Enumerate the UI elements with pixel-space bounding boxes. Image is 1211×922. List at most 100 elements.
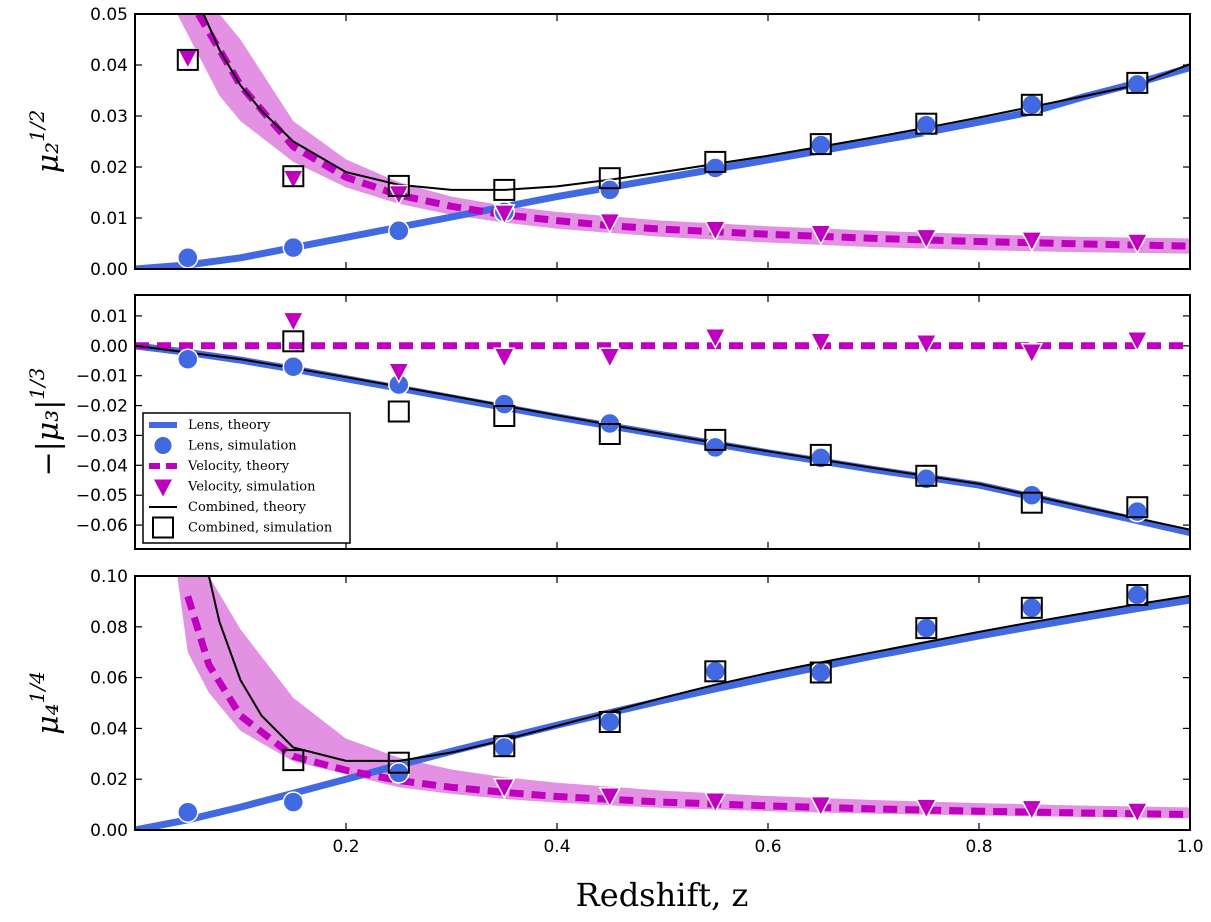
y-tick-label: 0.00 bbox=[90, 337, 128, 357]
lens-sim-point bbox=[282, 236, 305, 259]
velocity-sim-point bbox=[493, 778, 516, 800]
y-tick-label: 0.05 bbox=[90, 5, 128, 25]
y-tick-label: −0.05 bbox=[76, 486, 128, 506]
panel-bottom: 0.2 0.4 0.6 0.8 1.0 0.00 0.02 0.04 0.06 0.08 0.10 μ… bbox=[25, 567, 1204, 857]
legend-marker-velocity-point bbox=[154, 479, 172, 497]
y-tick-label: 0.02 bbox=[90, 770, 128, 790]
combined-sim-point bbox=[915, 617, 938, 640]
lens-sim-point bbox=[599, 179, 621, 201]
lens-sim-point bbox=[704, 660, 727, 683]
x-tick-label: 0.4 bbox=[543, 837, 570, 857]
velocity-sim-point bbox=[282, 311, 305, 334]
lens-sim-point bbox=[282, 355, 305, 378]
combined-sim-point bbox=[282, 749, 305, 772]
axes-frame bbox=[134, 575, 1191, 831]
lens-sim-point bbox=[1126, 500, 1149, 523]
legend-label: Combined, theory bbox=[188, 500, 307, 515]
lens-sim-point bbox=[177, 247, 199, 269]
y-tick-label: 0.04 bbox=[90, 719, 128, 739]
combined-sim-point bbox=[704, 660, 727, 683]
lens-sim-point bbox=[1021, 484, 1043, 506]
y-tick-label: 0.00 bbox=[90, 821, 128, 841]
lens-sim-point bbox=[1126, 584, 1149, 606]
y-axis-label-base: μ₄ bbox=[31, 703, 66, 735]
velocity-sim-point bbox=[704, 792, 727, 814]
y-tick-label: 0.04 bbox=[90, 56, 128, 76]
lens-sim-point bbox=[915, 114, 938, 136]
velocity-sim-point bbox=[915, 334, 938, 356]
combined-sim-point bbox=[282, 165, 305, 188]
combined-sim-point bbox=[387, 400, 410, 423]
combined-sim-point bbox=[1020, 93, 1043, 116]
lens-sim-point bbox=[599, 711, 621, 733]
lens-sim-point bbox=[810, 134, 832, 156]
y-tick-label: 0.08 bbox=[90, 618, 128, 638]
y-tick-label: −0.04 bbox=[76, 456, 128, 476]
combined-sim-point bbox=[915, 112, 938, 135]
combined-sim-point bbox=[1020, 491, 1043, 514]
velocity-sim-point bbox=[493, 204, 516, 226]
velocity-sim-point bbox=[176, 48, 200, 71]
combined-sim-point bbox=[809, 133, 832, 156]
y-axis-label: μ₂1/2 bbox=[25, 110, 66, 174]
y-tick-label: 0.03 bbox=[90, 107, 128, 127]
legend-entry: Combined, simulation bbox=[152, 516, 333, 539]
combined-sim-point bbox=[809, 661, 832, 684]
legend-entry: Velocity, theory bbox=[149, 459, 290, 474]
velocity-sim-point bbox=[915, 798, 938, 820]
velocity-sim-point bbox=[598, 786, 622, 809]
combined-sim-point bbox=[1126, 584, 1149, 606]
combined-sim-point bbox=[809, 443, 832, 466]
combined-sim-point bbox=[1020, 596, 1043, 619]
combined-sim-point bbox=[598, 711, 621, 733]
combined-sim-point bbox=[387, 751, 410, 774]
legend-entry: Combined, theory bbox=[149, 500, 307, 515]
velocity-sim-point bbox=[1126, 802, 1149, 824]
y-tick-label: −0.01 bbox=[76, 367, 128, 387]
combined-sim-point bbox=[493, 405, 516, 427]
legend-entry: Lens, simulation bbox=[153, 436, 297, 455]
y-tick-label: 0.10 bbox=[90, 567, 128, 587]
combined-sim-point bbox=[493, 178, 516, 201]
velocity-sim-point bbox=[598, 347, 622, 369]
lens-sim-point bbox=[282, 791, 305, 813]
y-axis-label-base: −|μ₃| bbox=[31, 400, 66, 477]
lens-sim-point bbox=[1021, 597, 1043, 619]
velocity-sim-point bbox=[1126, 331, 1149, 353]
y-axis-label: μ₄1/4 bbox=[25, 671, 66, 735]
legend-marker-lens-point bbox=[153, 436, 173, 455]
combined-theory-line bbox=[202, 14, 1190, 191]
velocity-sim-point bbox=[704, 328, 727, 350]
lens-theory-line bbox=[135, 64, 1190, 269]
plot-area bbox=[135, 576, 1190, 830]
velocity-sim-point bbox=[809, 795, 833, 818]
y-axis-label-exponent: 1/3 bbox=[25, 367, 49, 399]
lens-sim-point bbox=[704, 436, 727, 459]
velocity-sim-point bbox=[1020, 799, 1044, 822]
axes-frame bbox=[134, 294, 1191, 550]
y-axis-label-exponent: 1/4 bbox=[25, 671, 49, 703]
velocity-theory-line bbox=[195, 14, 1190, 250]
lens-sim-point bbox=[810, 661, 832, 684]
plot-area bbox=[135, 14, 1190, 269]
y-tick-label: −0.02 bbox=[76, 397, 128, 417]
lens-sim-point bbox=[1021, 94, 1043, 116]
legend-label: Velocity, theory bbox=[187, 459, 290, 474]
y-tick-label: 0.02 bbox=[90, 158, 128, 178]
velocity-sim-point bbox=[387, 362, 411, 384]
y-axis-label-exponent: 1/2 bbox=[25, 110, 49, 142]
combined-sim-point bbox=[704, 428, 727, 451]
x-tick-label: 0.8 bbox=[965, 837, 992, 857]
combined-sim-point bbox=[493, 735, 516, 758]
lens-sim-point bbox=[177, 348, 199, 370]
lens-sim-point bbox=[915, 617, 938, 639]
combined-sim-point bbox=[598, 423, 621, 445]
x-tick-label: 1.0 bbox=[1176, 837, 1203, 857]
lens-sim-point bbox=[1126, 73, 1149, 96]
combined-sim-point bbox=[598, 167, 621, 190]
velocity-sim-point bbox=[1020, 343, 1044, 365]
velocity-sim-point bbox=[493, 347, 516, 369]
lens-sim-point bbox=[388, 220, 410, 242]
y-tick-label: 0.00 bbox=[90, 260, 128, 280]
